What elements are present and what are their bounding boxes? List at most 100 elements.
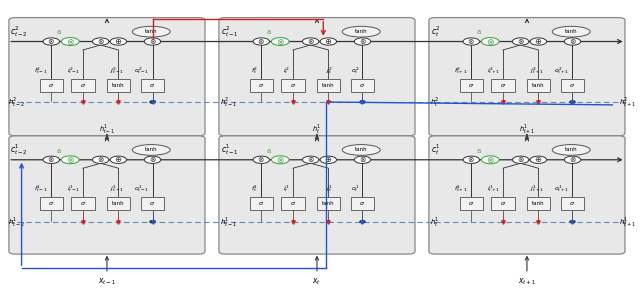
Text: a: a (477, 29, 481, 35)
FancyBboxPatch shape (527, 79, 550, 92)
FancyBboxPatch shape (281, 197, 305, 210)
Text: $\sigma$: $\sigma$ (500, 200, 506, 207)
Text: $\otimes$: $\otimes$ (307, 155, 314, 164)
Text: $\sigma$: $\sigma$ (570, 82, 575, 89)
Text: $\oplus$: $\oplus$ (324, 37, 332, 46)
Text: $j^2_{t+1}$: $j^2_{t+1}$ (529, 65, 543, 76)
Text: $i^1_{t}$: $i^1_{t}$ (284, 184, 290, 194)
Text: $\otimes$: $\otimes$ (97, 37, 104, 46)
Text: $i^1_{t+1}$: $i^1_{t+1}$ (486, 184, 500, 194)
Text: a: a (477, 148, 481, 153)
Circle shape (61, 38, 79, 45)
FancyBboxPatch shape (460, 197, 483, 210)
Text: tanh: tanh (322, 201, 335, 206)
Text: $\sigma$: $\sigma$ (258, 82, 264, 89)
FancyBboxPatch shape (141, 197, 164, 210)
Circle shape (110, 38, 127, 45)
Circle shape (253, 38, 269, 45)
Text: $\oplus$: $\oplus$ (114, 155, 122, 164)
Ellipse shape (132, 144, 170, 155)
Text: $x_{t+1}$: $x_{t+1}$ (518, 277, 536, 287)
Text: $j^2_{t}$: $j^2_{t}$ (326, 65, 333, 76)
FancyBboxPatch shape (107, 197, 130, 210)
FancyBboxPatch shape (250, 197, 273, 210)
Text: tanh: tanh (565, 29, 577, 34)
Text: $\otimes$: $\otimes$ (516, 37, 524, 46)
FancyBboxPatch shape (561, 197, 584, 210)
FancyBboxPatch shape (71, 79, 95, 92)
FancyBboxPatch shape (219, 18, 415, 136)
Text: tanh: tanh (532, 201, 545, 206)
Text: $f^2_{t+1}$: $f^2_{t+1}$ (454, 65, 468, 76)
Text: $c^2_{t-1}$: $c^2_{t-1}$ (221, 24, 239, 39)
Text: tanh: tanh (112, 83, 125, 88)
Circle shape (61, 156, 79, 164)
Text: $\otimes$: $\otimes$ (467, 155, 475, 164)
Circle shape (355, 156, 371, 164)
Text: $j^1_{t+1}$: $j^1_{t+1}$ (529, 184, 543, 194)
Text: $\otimes$: $\otimes$ (148, 37, 156, 46)
Text: $\sigma$: $\sigma$ (290, 200, 296, 207)
Text: $\sigma$: $\sigma$ (500, 82, 506, 89)
FancyBboxPatch shape (40, 197, 63, 210)
Circle shape (320, 38, 337, 45)
Text: $x_{t-1}$: $x_{t-1}$ (98, 277, 116, 287)
Text: $\sigma$: $\sigma$ (360, 200, 365, 207)
Circle shape (564, 38, 580, 45)
Text: $\otimes$: $\otimes$ (569, 37, 577, 46)
Text: $\otimes$: $\otimes$ (257, 37, 265, 46)
Text: $f^2_{t-1}$: $f^2_{t-1}$ (35, 65, 48, 76)
Text: $h^1_{t-1}$: $h^1_{t-1}$ (220, 215, 237, 229)
Text: $\otimes$: $\otimes$ (358, 155, 366, 164)
FancyBboxPatch shape (250, 79, 273, 92)
Text: $h^2_{t-1}$: $h^2_{t-1}$ (220, 95, 237, 109)
Text: $c^1_{t-2}$: $c^1_{t-2}$ (10, 142, 28, 157)
Text: tanh: tanh (355, 29, 367, 34)
Text: $f^1_{t+1}$: $f^1_{t+1}$ (454, 184, 468, 194)
Text: $c^2_{t-2}$: $c^2_{t-2}$ (10, 24, 28, 39)
Text: $\sigma$: $\sigma$ (80, 200, 86, 207)
Text: tanh: tanh (145, 29, 157, 34)
Text: $h^1_{t-1}$: $h^1_{t-1}$ (99, 123, 115, 136)
FancyBboxPatch shape (71, 197, 95, 210)
Circle shape (43, 38, 60, 45)
Text: $o^1_{t-1}$: $o^1_{t-1}$ (134, 184, 149, 194)
Text: a: a (267, 29, 271, 35)
Circle shape (150, 101, 155, 103)
Text: $h^2_{t+1}$: $h^2_{t+1}$ (620, 95, 636, 109)
Circle shape (463, 38, 479, 45)
Text: $\otimes$: $\otimes$ (47, 155, 55, 164)
Text: $h^2_{t-2}$: $h^2_{t-2}$ (8, 95, 26, 109)
Text: $\otimes$: $\otimes$ (97, 155, 104, 164)
Circle shape (570, 101, 575, 103)
Text: $h^1_t$: $h^1_t$ (429, 215, 439, 229)
FancyBboxPatch shape (351, 197, 374, 210)
Text: $\sigma$: $\sigma$ (149, 82, 156, 89)
Text: $h^1_{t+1}$: $h^1_{t+1}$ (620, 215, 636, 229)
Text: $o^1_{t}$: $o^1_{t}$ (351, 184, 359, 194)
FancyBboxPatch shape (107, 79, 130, 92)
FancyBboxPatch shape (492, 197, 515, 210)
Text: $\oplus$: $\oplus$ (114, 37, 122, 46)
Text: $\oplus$: $\oplus$ (534, 37, 543, 46)
Text: $\otimes$: $\otimes$ (516, 155, 524, 164)
Text: $\otimes$: $\otimes$ (358, 37, 366, 46)
FancyBboxPatch shape (141, 79, 164, 92)
Circle shape (144, 38, 161, 45)
Text: $\otimes$: $\otimes$ (486, 36, 495, 47)
Text: $\otimes$: $\otimes$ (257, 155, 265, 164)
Text: $j^2_{t-1}$: $j^2_{t-1}$ (109, 65, 124, 76)
Text: $\otimes$: $\otimes$ (47, 37, 55, 46)
FancyBboxPatch shape (317, 197, 340, 210)
Circle shape (150, 221, 155, 223)
Text: tanh: tanh (145, 147, 157, 152)
Circle shape (253, 156, 269, 164)
Text: $\sigma$: $\sigma$ (468, 200, 474, 207)
Text: $h^1_{t-2}$: $h^1_{t-2}$ (8, 215, 26, 229)
Circle shape (110, 156, 127, 164)
Text: $x_{t}$: $x_{t}$ (312, 277, 321, 287)
Text: $\sigma$: $\sigma$ (570, 200, 575, 207)
FancyBboxPatch shape (281, 79, 305, 92)
Circle shape (303, 38, 319, 45)
Text: $o^2_{t}$: $o^2_{t}$ (351, 65, 359, 76)
